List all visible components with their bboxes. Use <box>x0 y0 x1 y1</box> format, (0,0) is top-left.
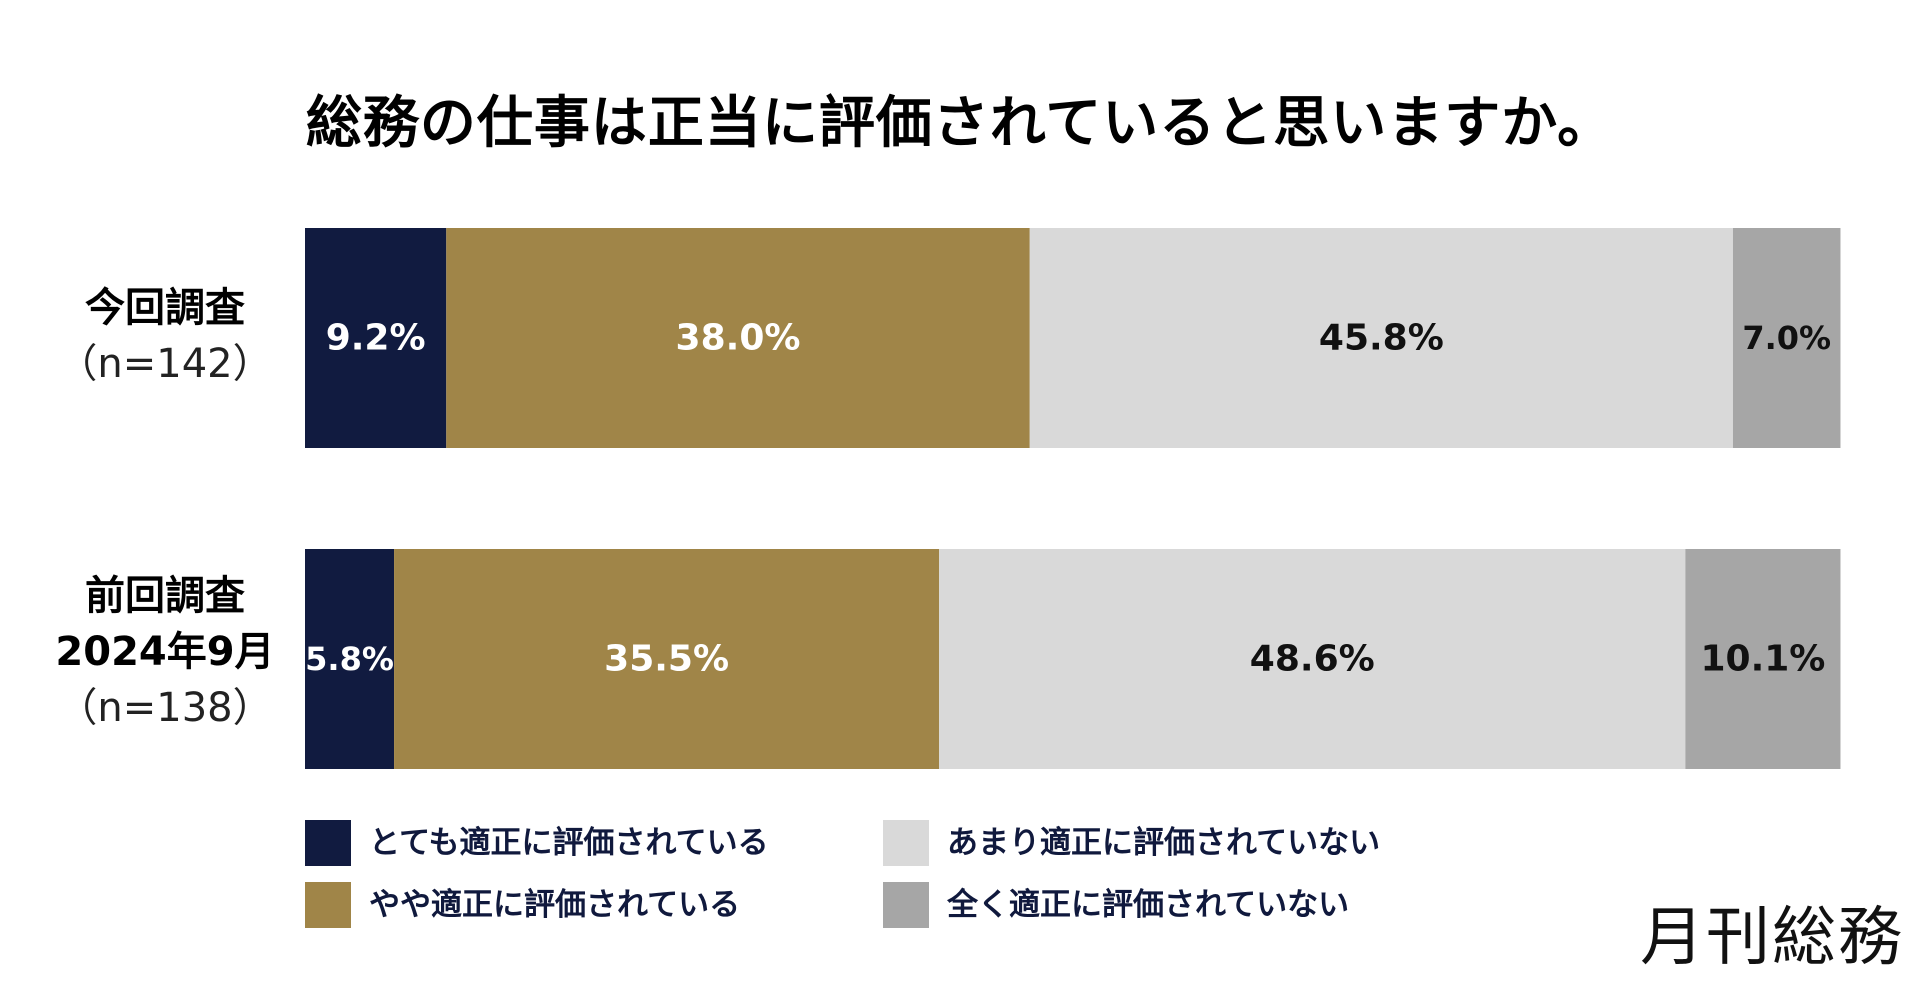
legend-label-somewhat: やや適正に評価されている <box>369 887 741 923</box>
bar-segment-row1-series0 <box>305 549 395 769</box>
bar-segment-row1-series1 <box>394 549 940 769</box>
bar-segment-row1-series2 <box>939 549 1686 769</box>
legend-item-not-much: あまり適正に評価されていない <box>883 820 1380 866</box>
legend-item-very: とても適正に評価されている <box>305 820 769 866</box>
chart-title: 総務の仕事は正当に評価されていると思いますか。 <box>305 91 1615 156</box>
bar-segment-row0-series0 <box>305 228 447 448</box>
bar-segment-row0-series3 <box>1732 228 1841 448</box>
bar-label-row0-series1: 38.0% <box>676 318 801 359</box>
legend-label-not-much: あまり適正に評価されていない <box>947 825 1381 861</box>
row-label-previous-n: （n=138） <box>57 685 273 731</box>
legend-swatch-not-much <box>883 820 929 866</box>
legend-item-not-at-all: 全く適正に評価されていない <box>883 882 1349 928</box>
row-label-current-main: 今回調査 <box>85 285 245 331</box>
row-label-previous: 前回調査 2024年9月 （n=138） <box>30 568 300 736</box>
legend-label-not-at-all: 全く適正に評価されていない <box>947 887 1350 923</box>
legend-label-very: とても適正に評価されている <box>369 825 769 861</box>
row-label-current-n: （n=142） <box>57 341 273 387</box>
legend-swatch-somewhat <box>305 882 351 928</box>
bar-label-row0-series3: 7.0% <box>1742 319 1831 357</box>
bar-segment-row1-series3 <box>1685 549 1841 769</box>
legend-item-somewhat: やや適正に評価されている <box>305 882 740 928</box>
row-label-previous-date: 2024年9月 <box>55 629 275 675</box>
legend-swatch-very <box>305 820 351 866</box>
row-label-previous-main: 前回調査 <box>85 573 245 619</box>
bar-label-row0-series2: 45.8% <box>1319 318 1444 359</box>
logo-text: 月刊総務 <box>1640 901 1904 975</box>
bar-label-row0-series0: 9.2% <box>326 318 426 359</box>
row-label-current: 今回調査 （n=142） <box>30 280 300 392</box>
bar-segment-row0-series1 <box>446 228 1030 448</box>
bar-label-row1-series1: 35.5% <box>604 639 729 680</box>
bar-label-row1-series0: 5.8% <box>305 640 394 678</box>
bar-label-row1-series2: 48.6% <box>1250 639 1375 680</box>
bar-label-row1-series3: 10.1% <box>1700 639 1825 680</box>
legend-swatch-not-at-all <box>883 882 929 928</box>
bar-segment-row0-series2 <box>1029 228 1733 448</box>
